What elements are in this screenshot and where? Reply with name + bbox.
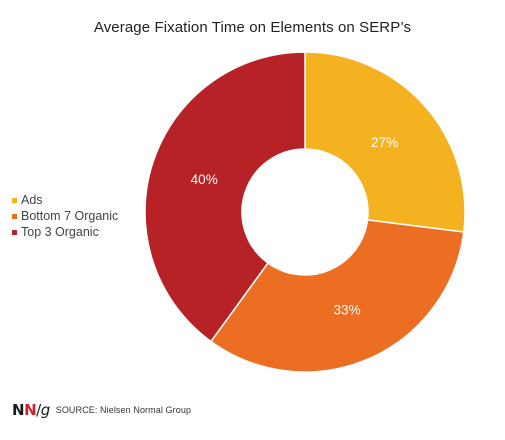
- legend-label-bottom-7-organic: Bottom 7 Organic: [21, 209, 119, 223]
- logo-n1: N: [12, 401, 25, 419]
- logo-n2: N: [24, 401, 37, 419]
- legend-item-ads: Ads: [12, 192, 118, 208]
- source-text: SOURCE: Nielsen Normal Group: [55, 405, 192, 415]
- legend: Ads Bottom 7 Organic Top 3 Organic: [12, 192, 118, 240]
- legend-label-top-3-organic: Top 3 Organic: [21, 225, 99, 239]
- legend-swatch-top-3-organic: [12, 229, 17, 235]
- slice-ads: [304, 51, 466, 233]
- slice-label-bottom-7-organic: 33%: [334, 302, 361, 317]
- legend-swatch-ads: [12, 197, 17, 203]
- slice-label-ads: 27%: [371, 135, 398, 150]
- footer: NN/g SOURCE: Nielsen Normal Group: [12, 401, 191, 419]
- slice-bottom-7-organic: [209, 219, 465, 373]
- legend-item-bottom-7-organic: Bottom 7 Organic: [12, 208, 118, 224]
- legend-swatch-bottom-7-organic: [12, 213, 17, 219]
- logo-slash: /: [36, 401, 41, 419]
- legend-label-ads: Ads: [21, 193, 43, 207]
- slice-label-top-3-organic: 40%: [191, 172, 218, 187]
- chart-title: Average Fixation Time on Elements on SER…: [93, 19, 412, 36]
- slice-top-3-organic: [144, 51, 306, 343]
- logo-g: g: [40, 401, 51, 419]
- legend-item-top-3-organic: Top 3 Organic: [12, 224, 118, 240]
- nng-logo: NN/g: [12, 401, 50, 419]
